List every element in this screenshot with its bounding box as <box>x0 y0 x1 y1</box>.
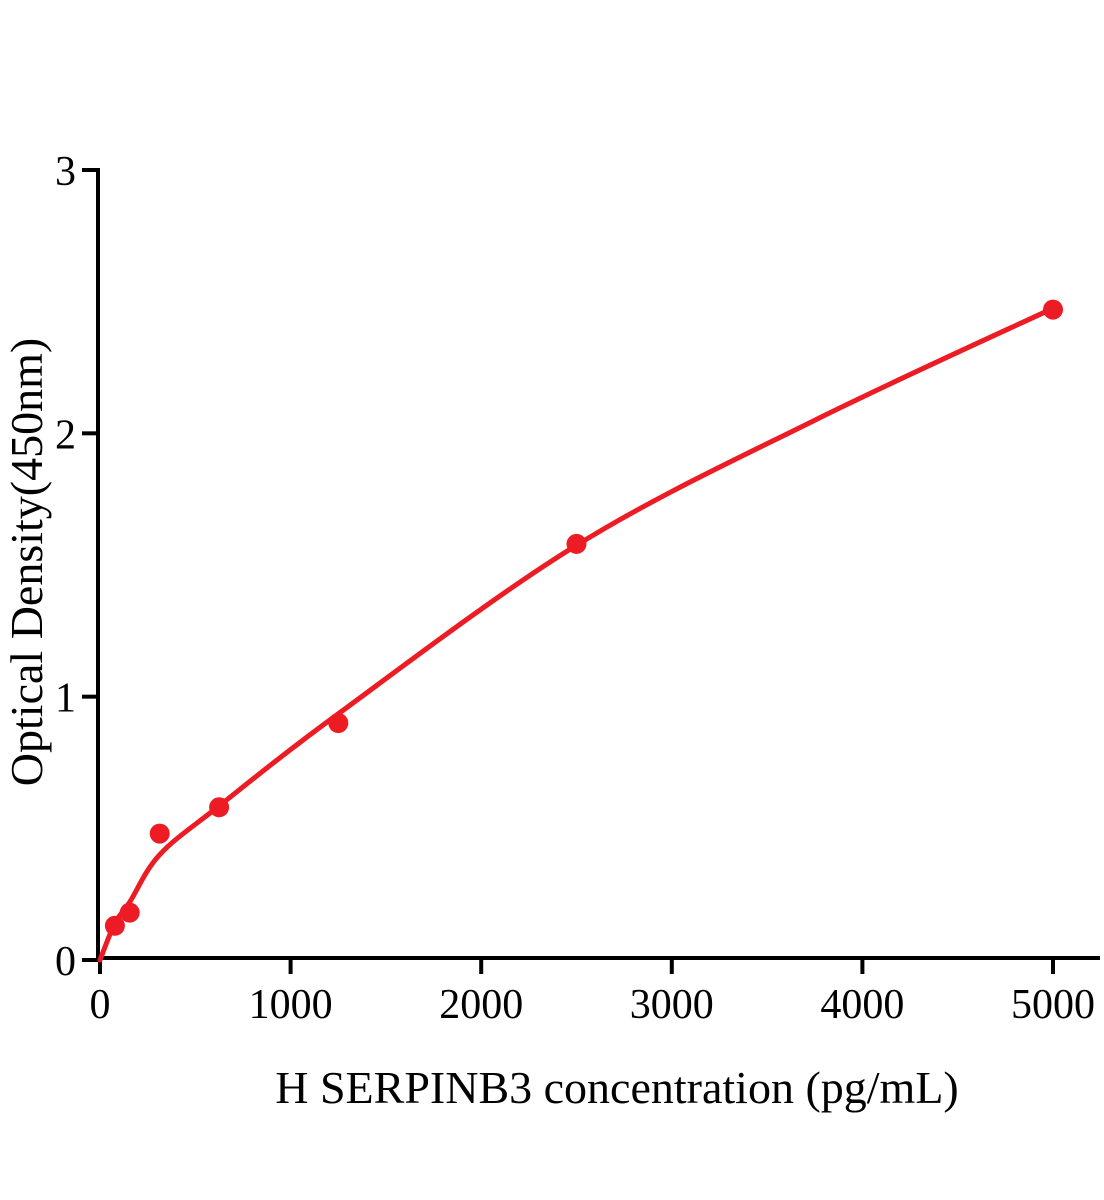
data-point <box>104 915 125 936</box>
x-tick-label: 5000 <box>1011 982 1095 1028</box>
x-tick-label: 4000 <box>820 982 904 1028</box>
data-point <box>328 713 349 733</box>
x-tick-label: 0 <box>90 982 111 1028</box>
y-tick-label: 0 <box>55 939 76 985</box>
data-point <box>566 533 587 554</box>
y-tick-label: 2 <box>55 412 76 458</box>
x-tick-label: 2000 <box>439 982 523 1028</box>
chart-generated-layer: 0 1 2 3 0 1000 2000 3000 4000 5000 <box>55 149 1100 1028</box>
y-tick-label: 3 <box>55 149 76 195</box>
data-point <box>1043 299 1063 320</box>
x-axis-title: H SERPINB3 concentration (pg/mL) <box>275 1062 959 1113</box>
data-point <box>209 797 230 818</box>
fit-curve <box>97 305 1056 963</box>
y-axis-title: Optical Density(450nm) <box>1 338 52 786</box>
x-tick-label: 3000 <box>630 982 714 1028</box>
y-tick-label: 1 <box>55 676 76 722</box>
data-point <box>149 823 170 844</box>
x-tick-label: 1000 <box>249 982 333 1028</box>
data-point <box>119 902 140 923</box>
